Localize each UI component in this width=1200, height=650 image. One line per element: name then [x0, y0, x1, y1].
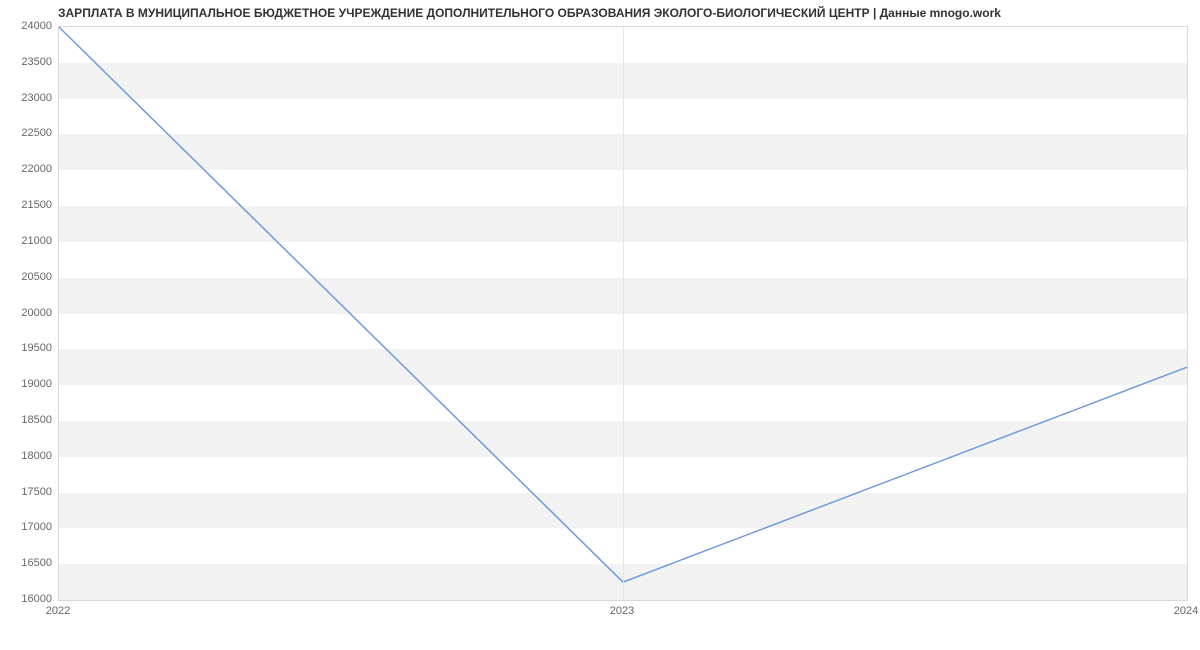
chart-title: ЗАРПЛАТА В МУНИЦИПАЛЬНОЕ БЮДЖЕТНОЕ УЧРЕЖ… [58, 6, 1001, 20]
x-tick-label: 2023 [610, 605, 634, 617]
y-tick-label: 18000 [21, 450, 52, 462]
y-tick-label: 18500 [21, 414, 52, 426]
plot-area [58, 26, 1188, 601]
y-tick-label: 23000 [21, 92, 52, 104]
y-tick-label: 23500 [21, 56, 52, 68]
y-tick-label: 16500 [21, 557, 52, 569]
y-tick-label: 22500 [21, 127, 52, 139]
y-tick-label: 21500 [21, 199, 52, 211]
y-tick-label: 20000 [21, 307, 52, 319]
y-tick-label: 19500 [21, 342, 52, 354]
x-tick-label: 2022 [46, 605, 70, 617]
y-tick-label: 16000 [21, 593, 52, 605]
y-tick-label: 17500 [21, 486, 52, 498]
y-tick-label: 24000 [21, 20, 52, 32]
y-tick-label: 19000 [21, 378, 52, 390]
y-tick-label: 17000 [21, 521, 52, 533]
chart-container: ЗАРПЛАТА В МУНИЦИПАЛЬНОЕ БЮДЖЕТНОЕ УЧРЕЖ… [0, 0, 1200, 650]
x-gridline [623, 27, 624, 600]
y-tick-label: 21000 [21, 235, 52, 247]
x-tick-label: 2024 [1174, 605, 1198, 617]
y-tick-label: 20500 [21, 271, 52, 283]
y-tick-label: 22000 [21, 163, 52, 175]
